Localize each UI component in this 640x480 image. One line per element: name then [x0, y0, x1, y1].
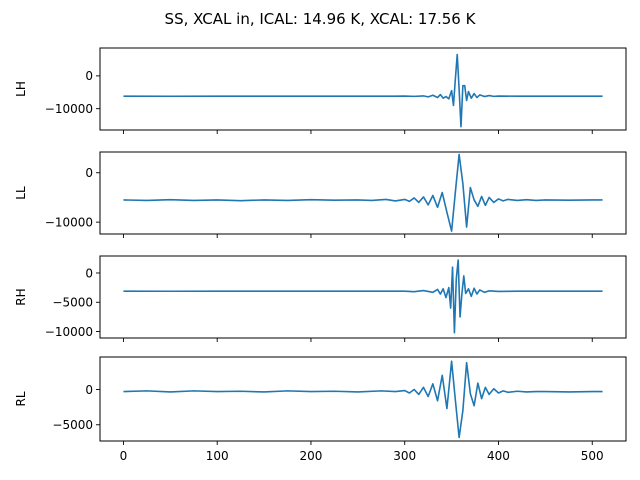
axes-frame — [99, 151, 627, 235]
axes-frame — [99, 255, 627, 339]
subplot-ll: 0 −10000 LL — [14, 151, 627, 238]
axes-frame — [99, 47, 627, 131]
subplot-lh: 0 −10000 LH — [14, 47, 627, 134]
y-axis-label: RH — [14, 288, 28, 305]
series-line — [123, 153, 603, 232]
x-tick-label: 400 — [487, 449, 510, 463]
subplot-rh: 0 −5000 −10000 RH — [14, 255, 627, 342]
x-tick-label: 500 — [581, 449, 604, 463]
subplot-rl: 0 −5000 RL 0 100 200 300 400 500 — [14, 356, 627, 463]
y-axis-label: LL — [14, 186, 28, 200]
y-tick-label: −5000 — [52, 418, 93, 432]
x-tick-label: 200 — [300, 449, 323, 463]
series-line — [123, 259, 603, 334]
subplots: 0 −10000 LH 0 −10000 LL 0 −5000 −10000 RH 0 −5000 RL… — [14, 47, 627, 463]
y-tick-label: −5000 — [52, 296, 93, 310]
x-tick-label: 0 — [120, 449, 128, 463]
x-tick-label: 300 — [393, 449, 416, 463]
axes-frame — [99, 356, 627, 442]
y-axis-label: LH — [14, 81, 28, 97]
y-tick-label: −10000 — [45, 102, 93, 116]
series-line — [123, 360, 603, 439]
figure-title: SS, XCAL in, ICAL: 14.96 K, XCAL: 17.56 … — [165, 10, 477, 28]
y-axis-label: RL — [14, 391, 28, 406]
y-tick-label: 0 — [85, 166, 93, 180]
y-tick-label: 0 — [85, 383, 93, 397]
series-line — [123, 53, 603, 128]
x-tick-label: 100 — [206, 449, 229, 463]
y-tick-label: −10000 — [45, 325, 93, 339]
y-tick-label: 0 — [85, 266, 93, 280]
y-tick-label: −10000 — [45, 215, 93, 229]
y-tick-label: 0 — [85, 69, 93, 83]
